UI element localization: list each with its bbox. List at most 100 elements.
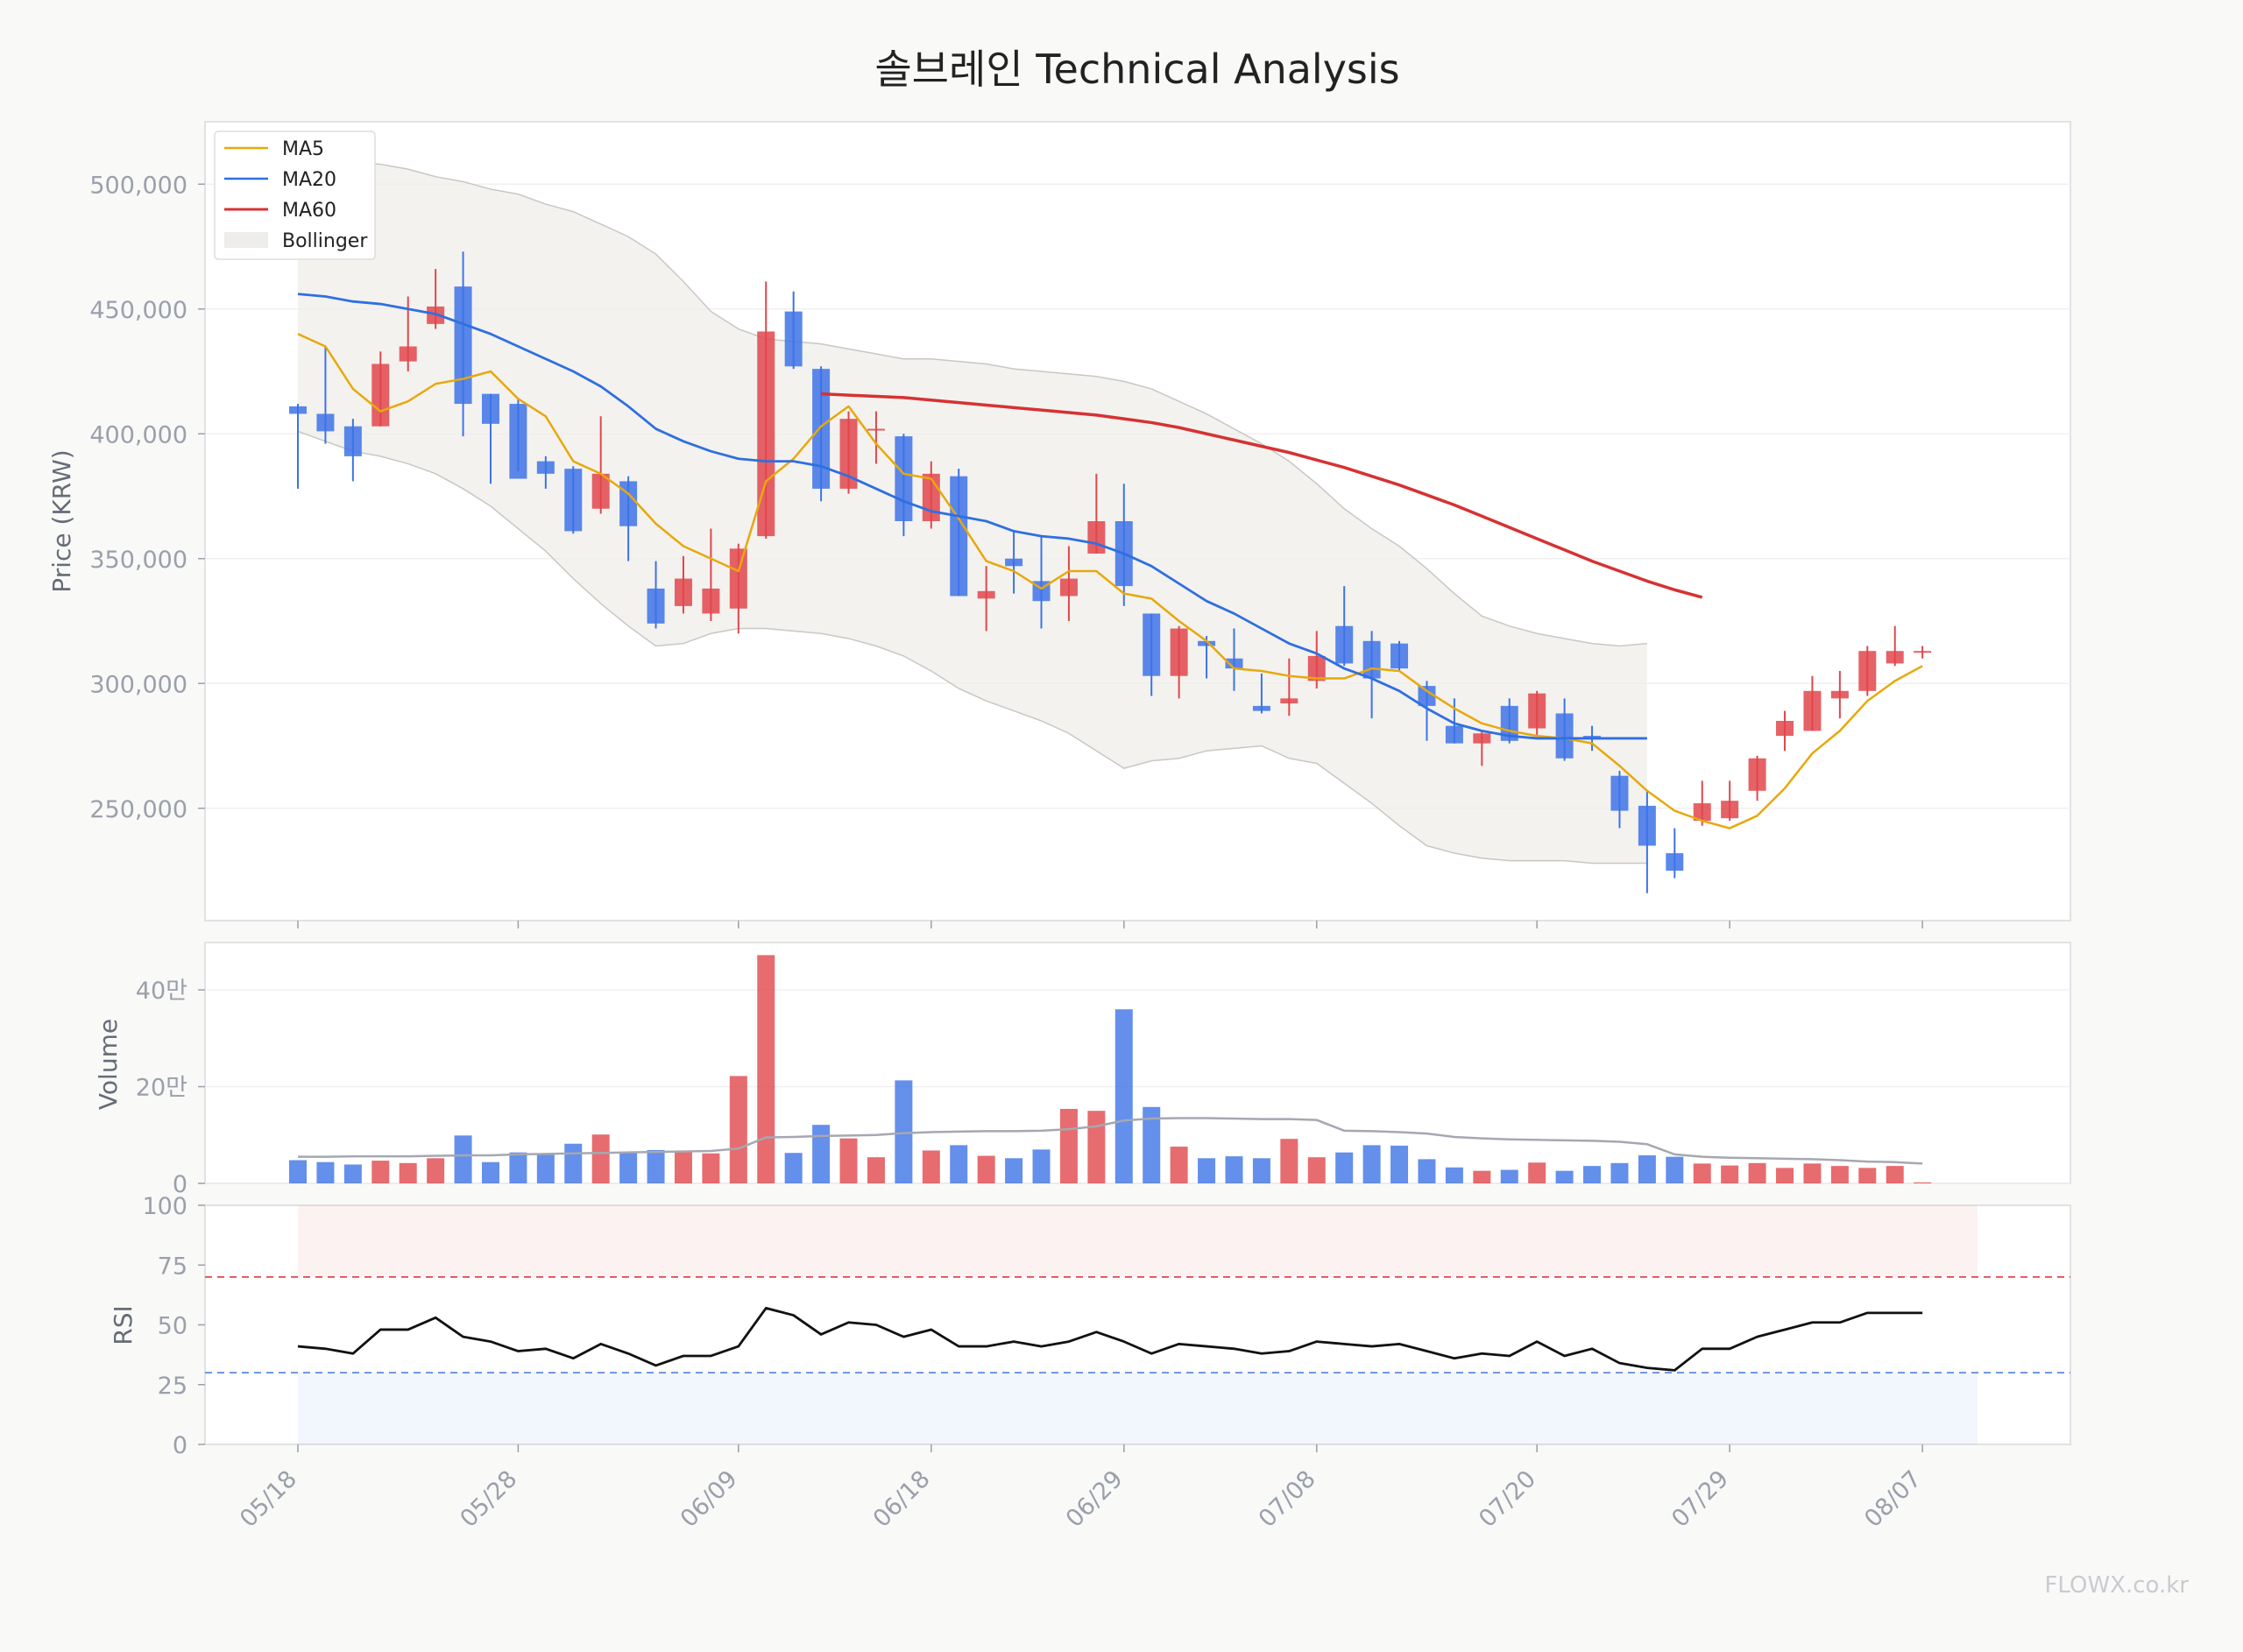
candle-body — [729, 548, 747, 609]
bollinger-band — [298, 159, 1647, 864]
volume-bar — [343, 1164, 362, 1183]
volume-bar — [1858, 1168, 1877, 1183]
volume-bar — [867, 1157, 885, 1183]
candle-body — [1418, 686, 1436, 706]
volume-axis-label: Volume — [94, 1019, 123, 1110]
candle-body — [1170, 628, 1188, 676]
rsi-oversold-zone — [298, 1373, 1978, 1444]
candle-body — [399, 346, 417, 362]
volume-bar — [1307, 1157, 1326, 1183]
price-tick-label: 450,000 — [89, 297, 188, 324]
volume-panel — [204, 942, 2071, 1184]
candle-body — [1225, 658, 1243, 669]
rsi-axis-label: RSI — [109, 1305, 138, 1345]
volume-bar — [1886, 1166, 1904, 1183]
volume-tick-label: 0 — [173, 1171, 188, 1198]
volume-bar — [427, 1158, 445, 1183]
rsi-tick-label: 25 — [158, 1373, 188, 1400]
volume-bar — [839, 1138, 858, 1183]
rsi-tick-label: 100 — [142, 1193, 188, 1220]
date-tick-label: 06/29 — [1061, 1465, 1129, 1533]
volume-bar — [1143, 1106, 1161, 1183]
candle-body — [1198, 640, 1216, 646]
volume-bar — [481, 1161, 499, 1183]
volume-bar — [1721, 1165, 1739, 1183]
volume-bar — [316, 1161, 335, 1183]
candle-body — [1252, 705, 1270, 711]
candle-body — [757, 331, 775, 537]
candle-body — [1776, 721, 1794, 737]
volume-bar — [564, 1143, 583, 1183]
candle-body — [1362, 640, 1381, 679]
candle-body — [674, 578, 692, 606]
volume-bar — [1114, 1009, 1133, 1183]
legend-ma5-label: MA5 — [282, 138, 324, 160]
volume-bar — [1666, 1156, 1684, 1183]
volume-bar — [1198, 1158, 1216, 1183]
volume-bar — [371, 1161, 390, 1183]
candle-body — [867, 428, 885, 431]
volume-bar — [1280, 1139, 1298, 1183]
price-tick-label: 500,000 — [89, 172, 188, 199]
volume-bar — [1225, 1156, 1243, 1183]
candle-body — [839, 419, 858, 489]
candle-body — [1280, 698, 1298, 704]
volume-bar — [674, 1150, 692, 1183]
ma5-line — [297, 333, 1923, 830]
candle-body — [977, 590, 995, 599]
rsi-tick-label: 50 — [158, 1313, 188, 1340]
rsi-tick-label: 0 — [173, 1432, 188, 1459]
volume-bar — [289, 1160, 307, 1183]
chart-title: 솔브레인 Technical Analysis — [874, 46, 1399, 93]
candle-body — [1914, 651, 1932, 653]
candle-body — [1748, 758, 1766, 791]
volume-bar — [977, 1155, 995, 1183]
candle-body — [1830, 690, 1849, 699]
candle-body — [1143, 613, 1161, 676]
volume-tick-label: 20만 — [136, 1075, 188, 1102]
legend-bollinger-label: Bollinger — [282, 230, 368, 252]
volume-bar — [1418, 1159, 1436, 1183]
volume-bar — [1638, 1154, 1656, 1183]
candle-body — [1610, 775, 1629, 811]
volume-bar — [812, 1125, 831, 1183]
volume-bar — [1776, 1168, 1794, 1183]
legend-bollinger-swatch — [224, 232, 268, 248]
price-tick-label: 300,000 — [89, 671, 188, 698]
volume-bar — [1748, 1162, 1766, 1183]
volume-bar — [591, 1134, 610, 1183]
legend-ma60-label: MA60 — [282, 200, 336, 222]
volume-bar — [922, 1150, 940, 1183]
date-tick-label: 06/09 — [676, 1465, 743, 1533]
candle-body — [1390, 643, 1409, 669]
candle-body — [1803, 690, 1822, 731]
candle-body — [1307, 655, 1326, 681]
volume-bar — [454, 1135, 472, 1183]
volume-tick-label: 40만 — [136, 978, 188, 1005]
date-tick-label: 06/18 — [868, 1465, 936, 1533]
volume-bar — [702, 1153, 720, 1183]
price-axis-label: Price (KRW) — [47, 449, 76, 592]
rsi-overbought-zone — [298, 1205, 1978, 1277]
candle-body — [1693, 803, 1711, 821]
price-tick-label: 350,000 — [89, 547, 188, 574]
price-tick-label: 400,000 — [89, 421, 188, 448]
ma60-line — [821, 392, 1703, 599]
date-tick-label: 07/29 — [1666, 1465, 1734, 1533]
price-plot — [205, 159, 2070, 893]
candle-body — [895, 436, 913, 521]
volume-bar — [950, 1145, 968, 1183]
candle-body — [1583, 736, 1602, 738]
bollinger-lower-line — [297, 430, 1647, 865]
candle-body — [1666, 853, 1684, 871]
candle-body — [812, 369, 831, 489]
date-tick-label: 08/07 — [1859, 1465, 1927, 1533]
volume-bar — [536, 1154, 555, 1183]
candle-body — [647, 588, 665, 624]
volume-bar — [1087, 1111, 1106, 1183]
ma20-line — [297, 293, 1647, 740]
volume-bar — [1252, 1158, 1270, 1183]
candle-body — [1005, 558, 1023, 567]
volume-bar — [1170, 1147, 1188, 1183]
volume-bar — [784, 1153, 803, 1183]
